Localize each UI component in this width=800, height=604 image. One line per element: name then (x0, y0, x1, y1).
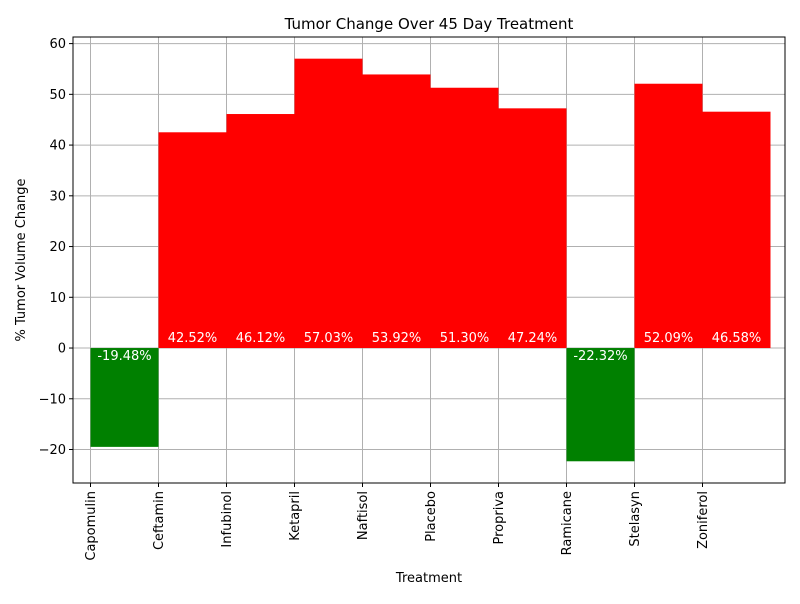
bar-data-label: 53.92% (372, 331, 422, 346)
x-tick-label: Ramicane (560, 491, 575, 555)
x-tick-label: Stelasyn (628, 491, 643, 547)
x-tick-label: Ketapril (288, 491, 303, 541)
x-tick-label: Infubinol (220, 491, 235, 548)
bar-data-label: 52.09% (644, 331, 694, 346)
bar-data-label: 47.24% (508, 331, 558, 346)
y-tick-label: 40 (49, 139, 66, 154)
bar-data-label: -22.32% (573, 349, 627, 364)
plot-frame (72, 36, 786, 484)
bar-ceftamin (158, 132, 227, 349)
x-tick-label: Naftisol (356, 491, 371, 540)
y-tick-label: 50 (49, 88, 66, 103)
bar-data-label: -19.48% (97, 349, 151, 364)
bar-data-label: 46.12% (236, 331, 286, 346)
y-tick-label: 30 (49, 189, 66, 204)
bar-naftisol (362, 74, 431, 349)
x-tick-label: Capomulin (84, 491, 99, 561)
bar-data-label: 57.03% (304, 331, 354, 346)
x-tick-label: Placebo (424, 491, 439, 542)
bar-ramicane (566, 348, 635, 462)
x-tick-label: Zoniferol (696, 491, 711, 549)
bar-data-label: 51.30% (440, 331, 490, 346)
bar-zoniferol (702, 111, 771, 349)
x-tick-label: Ceftamin (152, 491, 167, 550)
y-axis-label: % Tumor Volume Change (14, 178, 29, 341)
y-tick-label: 20 (49, 240, 66, 255)
y-axis-ticks: −20 −10 0 10 20 30 40 50 60 (39, 37, 73, 458)
bar-infubinol (226, 114, 295, 349)
y-tick-label: −20 (39, 443, 66, 458)
x-tick-label: Propriva (492, 491, 507, 545)
x-axis-ticks: Capomulin Ceftamin Infubinol Ketapril Naftis… (84, 483, 711, 561)
bars (90, 58, 771, 462)
bar-propriva (498, 108, 567, 349)
chart-title: Tumor Change Over 45 Day Treatment (284, 15, 574, 33)
y-tick-label: −10 (39, 392, 66, 407)
bar-capomulin (90, 348, 159, 447)
y-tick-label: 10 (49, 291, 66, 306)
y-tick-label: 60 (49, 37, 66, 52)
bar-placebo (430, 87, 499, 349)
data-labels: -19.48% 42.52% 46.12% 57.03% 53.92% 51.30% 47.… (97, 331, 761, 364)
x-axis-label: Treatment (395, 571, 462, 586)
bar-data-label: 42.52% (168, 331, 218, 346)
bar-ketapril (294, 58, 363, 349)
y-tick-label: 0 (58, 342, 66, 357)
bar-stelasyn (634, 83, 703, 349)
bar-data-label: 46.58% (712, 331, 762, 346)
